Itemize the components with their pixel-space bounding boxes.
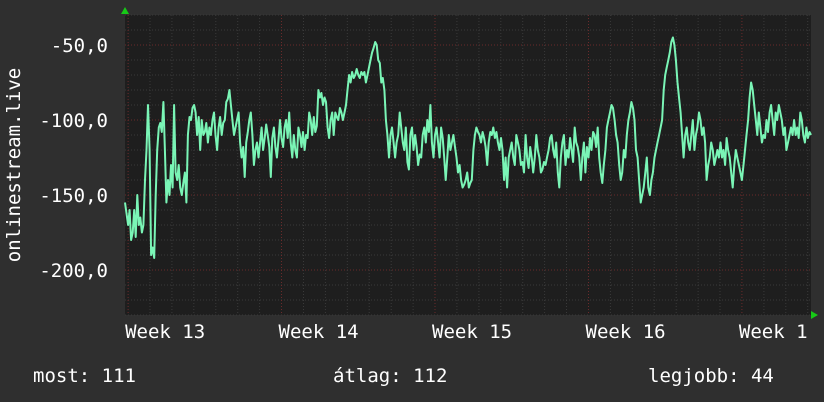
series-group [124,36,812,259]
x-tick-label: Week 15 [432,321,512,343]
x-tick-label: Week 1 [739,321,808,343]
x-tick-label: Week 14 [279,321,359,343]
x-tick-label: Week 13 [125,321,205,343]
y-axis-label: onlinestream.live [3,68,25,262]
y-tick-label: -200,0 [39,260,108,282]
x-axis-arrow-icon [811,311,818,319]
series-line [124,36,812,259]
x-tick-label: Week 16 [586,321,666,343]
legend-current: most: 111 [33,365,136,387]
y-axis-ticks: -50,0 -100,0 -150,0 -200,0 [39,35,108,282]
legend-best: legjobb: 44 [648,365,774,387]
x-axis-ticks: Week 13 Week 14 Week 15 Week 16 Week 1 [125,321,807,343]
y-axis-arrow-icon [121,7,129,14]
y-tick-label: -150,0 [39,185,108,207]
legend-average: átlag: 112 [333,365,447,387]
y-tick-label: -100,0 [39,110,108,132]
y-tick-label: -50,0 [51,35,108,57]
